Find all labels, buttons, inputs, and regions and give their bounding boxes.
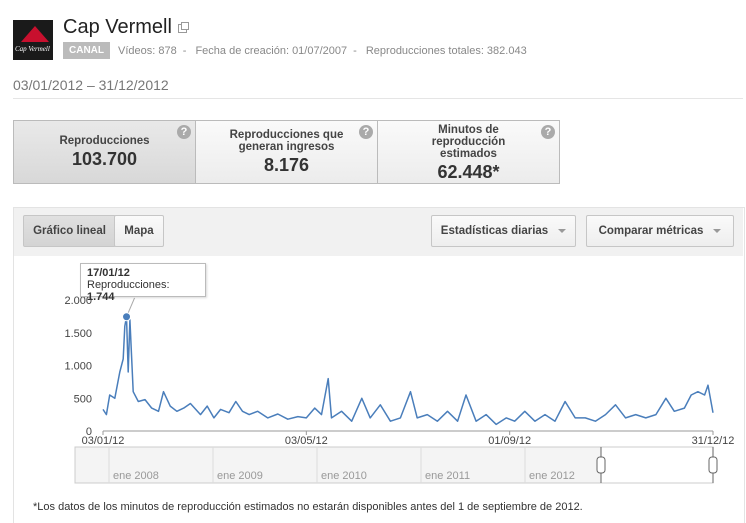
tooltip-row: Reproducciones: 1.744	[87, 279, 199, 303]
stat: Fecha de creación: 01/07/2007	[195, 45, 348, 57]
navigator-handle[interactable]	[708, 456, 718, 474]
dropdown-label[interactable]: Comparar métricas	[598, 225, 704, 237]
navigator-label: ene 2009	[217, 470, 263, 482]
y-tick-label: 0	[86, 426, 92, 438]
metric-card[interactable]: ? Reproducciones 103.700	[13, 120, 196, 184]
highlight-point	[122, 312, 132, 322]
y-tick-label: 2.000	[64, 295, 92, 307]
x-tick-label: 03/01/12	[82, 435, 125, 447]
channel-name-text[interactable]: Cap Vermell	[63, 16, 172, 38]
tooltip-value: 1.744	[87, 291, 115, 303]
x-tick-label: 31/12/12	[692, 435, 735, 447]
line-chart: 0 500 1.000 1.500 2.000 03/01/12 03/05/12 01/09…	[64, 295, 735, 484]
help-icon[interactable]: ?	[177, 125, 191, 139]
x-tick-label: 03/05/12	[285, 435, 328, 447]
series-line	[102, 316, 714, 426]
metric-label: Minutos de reproducción estimados	[431, 124, 506, 160]
dropdown-daily[interactable]: Estadísticas diarias	[431, 215, 576, 247]
external-link-icon[interactable]	[177, 22, 189, 33]
footnote: *Los datos de los minutos de reproducció…	[33, 501, 583, 513]
navigator-label: ene 2010	[321, 470, 367, 482]
y-tick-label: 1.000	[64, 361, 92, 373]
separator: -	[353, 45, 357, 57]
stat: Vídeos: 878	[118, 45, 177, 57]
stat: Reproducciones totales: 382.043	[365, 45, 527, 57]
tab-line-chart[interactable]: Gráfico lineal	[23, 215, 116, 247]
navigator-label: ene 2008	[113, 470, 159, 482]
navigator-label: ene 2012	[529, 470, 575, 482]
channel-logo[interactable]: Cap Vermell	[13, 20, 53, 60]
metric-label: Reproducciones que generan ingresos	[229, 129, 344, 153]
x-tick-label: 01/09/12	[488, 435, 531, 447]
metric-value: 8.176	[263, 155, 310, 175]
logo-text: Cap Vermell	[15, 45, 50, 53]
date-range[interactable]: 03/01/2012 – 31/12/2012	[13, 77, 169, 93]
tooltip-label: Reproducciones:	[87, 279, 170, 291]
chart-panel	[13, 207, 745, 523]
y-tick-label: 500	[74, 393, 92, 405]
metric-value: 103.700	[71, 149, 138, 169]
navigator-selection	[600, 446, 714, 484]
help-icon[interactable]: ?	[359, 125, 373, 139]
tab-map[interactable]: Mapa	[114, 215, 164, 247]
dropdown-compare[interactable]: Comparar métricas	[586, 215, 734, 247]
divider	[13, 98, 743, 99]
tooltip: 17/01/12 Reproducciones: 1.744	[80, 263, 206, 303]
channel-badge: CANAL	[63, 42, 110, 59]
y-tick-label: 1.500	[64, 328, 92, 340]
channel-name[interactable]: Cap Vermell	[63, 16, 189, 39]
metric-value: 62.448*	[437, 162, 500, 182]
help-icon[interactable]: ?	[541, 125, 555, 139]
metric-card[interactable]: ? Minutos de reproducción estimados 62.4…	[377, 120, 560, 184]
separator: -	[182, 45, 187, 57]
channel-stats: Vídeos: 878- Fecha de creación: 01/07/20…	[118, 45, 533, 57]
metric-label: Reproducciones	[59, 135, 150, 147]
tooltip-date: 17/01/12	[87, 267, 130, 279]
dropdown-label[interactable]: Estadísticas diarias	[440, 225, 549, 237]
navigator-label: ene 2011	[425, 470, 470, 482]
navigator-handle[interactable]	[596, 456, 606, 474]
metric-card[interactable]: ? Reproducciones que generan ingresos 8.…	[195, 120, 378, 184]
logo-roof	[13, 20, 53, 42]
